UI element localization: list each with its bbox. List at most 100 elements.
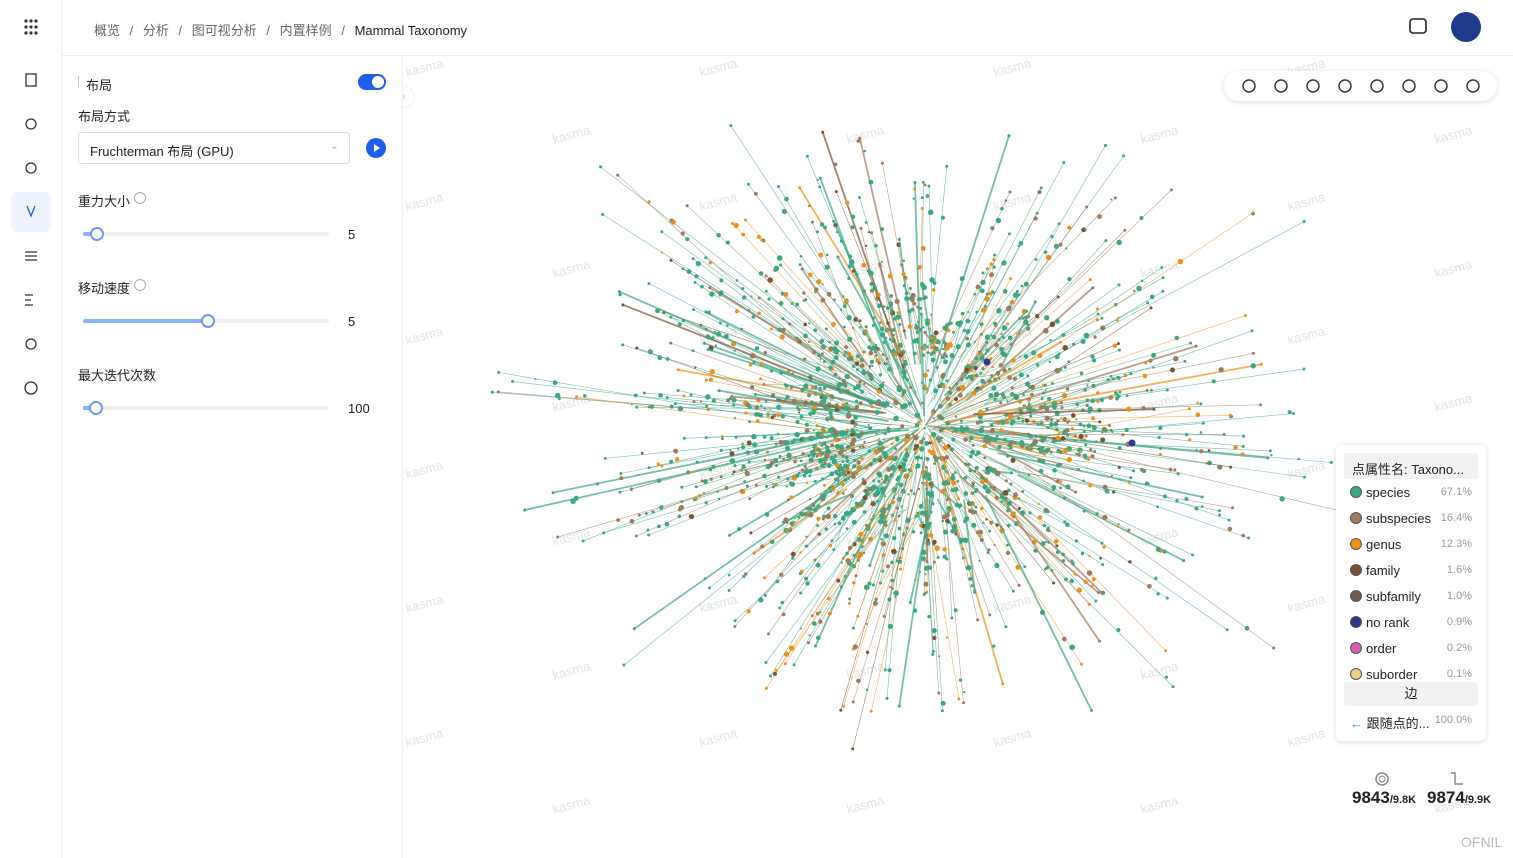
nav-icon[interactable] — [25, 294, 33, 306]
legend-item[interactable]: no rank — [1350, 615, 1409, 630]
slider-knob[interactable] — [201, 314, 215, 328]
node — [814, 446, 818, 450]
node — [742, 295, 747, 300]
edge — [860, 228, 894, 374]
node — [979, 537, 984, 542]
method-select[interactable]: Fruchterman 布局 (GPU) ⌄ — [78, 132, 350, 164]
graph-view[interactable] — [403, 56, 1513, 858]
tool-icon[interactable] — [1466, 79, 1480, 93]
node — [838, 388, 844, 394]
tool-icon[interactable] — [1434, 79, 1448, 93]
node — [883, 438, 886, 441]
legend-item[interactable]: subfamily — [1350, 589, 1421, 604]
legend-item[interactable]: order — [1350, 641, 1396, 656]
nav-icon[interactable] — [25, 251, 37, 261]
node — [1037, 502, 1040, 506]
tool-icon[interactable] — [1242, 79, 1256, 93]
tool-icon[interactable] — [1402, 79, 1416, 93]
node — [927, 476, 932, 482]
nav-icon[interactable] — [25, 162, 37, 174]
tool-icon[interactable] — [1370, 79, 1384, 93]
active-tab[interactable] — [11, 192, 51, 232]
node — [836, 491, 839, 495]
node — [1126, 406, 1132, 412]
node — [717, 497, 721, 501]
node — [957, 497, 961, 501]
node — [754, 443, 758, 447]
slider-knob[interactable] — [89, 401, 103, 415]
legend-percent: 0.1% — [1446, 668, 1472, 680]
node — [923, 330, 927, 334]
node — [791, 372, 795, 376]
node — [1006, 543, 1009, 547]
node — [669, 459, 674, 464]
legend-item[interactable]: subspecies — [1350, 511, 1431, 526]
node — [1044, 389, 1047, 392]
node — [847, 602, 851, 606]
node — [1020, 443, 1025, 449]
crumb[interactable]: 内置样例 — [279, 23, 332, 38]
crumb[interactable]: 分析 — [142, 23, 169, 38]
node — [856, 555, 860, 559]
edge — [960, 223, 1060, 363]
edge — [931, 428, 1098, 515]
tool-icon[interactable] — [1274, 79, 1288, 93]
legend-item[interactable]: species — [1350, 485, 1410, 500]
tool-icon[interactable] — [1306, 79, 1320, 93]
node — [967, 310, 970, 314]
run-button[interactable] — [366, 138, 386, 158]
node — [1141, 406, 1146, 411]
edge — [928, 483, 943, 711]
avatar[interactable] — [1451, 12, 1481, 42]
node — [1044, 315, 1050, 321]
node — [1075, 418, 1078, 421]
edge-legend-item[interactable]: ← 跟随点的... — [1350, 716, 1430, 731]
method-label: 布局方式 — [78, 109, 131, 124]
node — [863, 382, 866, 386]
node — [890, 560, 894, 565]
layout-toggle[interactable] — [358, 74, 386, 90]
node — [816, 178, 819, 182]
node — [807, 468, 813, 474]
node — [871, 583, 875, 587]
edge — [942, 486, 964, 703]
slider-knob[interactable] — [90, 227, 104, 241]
node — [1071, 561, 1075, 566]
legend-item[interactable]: genus — [1350, 537, 1401, 552]
nav-icon[interactable] — [26, 205, 36, 218]
node — [818, 252, 824, 258]
node — [926, 345, 929, 349]
node — [829, 414, 833, 418]
nav-icon[interactable] — [24, 381, 38, 395]
crumb[interactable]: 图可视分析 — [191, 23, 257, 38]
node — [940, 215, 945, 220]
node — [1002, 368, 1007, 373]
node — [1093, 449, 1097, 453]
nav-icon[interactable] — [25, 73, 37, 87]
nav-icon[interactable] — [25, 338, 37, 350]
tool-icon[interactable] — [1338, 79, 1352, 93]
node — [758, 597, 764, 603]
node — [817, 457, 824, 464]
node — [805, 468, 809, 471]
node — [1033, 300, 1037, 304]
apps-icon[interactable] — [24, 19, 38, 35]
node — [1182, 559, 1186, 563]
node — [1268, 449, 1272, 453]
node — [1049, 418, 1053, 422]
edge — [791, 387, 832, 391]
node — [1091, 358, 1097, 363]
node — [825, 253, 829, 257]
node — [908, 286, 912, 290]
message-icon[interactable] — [1409, 18, 1427, 34]
legend-item[interactable]: family — [1350, 563, 1400, 578]
node — [1065, 522, 1070, 528]
edge — [780, 264, 909, 414]
node — [1102, 545, 1106, 549]
crumb[interactable]: 概览 — [94, 23, 121, 38]
nav-icon[interactable] — [25, 118, 37, 130]
legend-item[interactable]: suborder — [1350, 667, 1417, 682]
node — [776, 432, 780, 436]
node — [682, 436, 686, 440]
node — [1055, 427, 1059, 432]
